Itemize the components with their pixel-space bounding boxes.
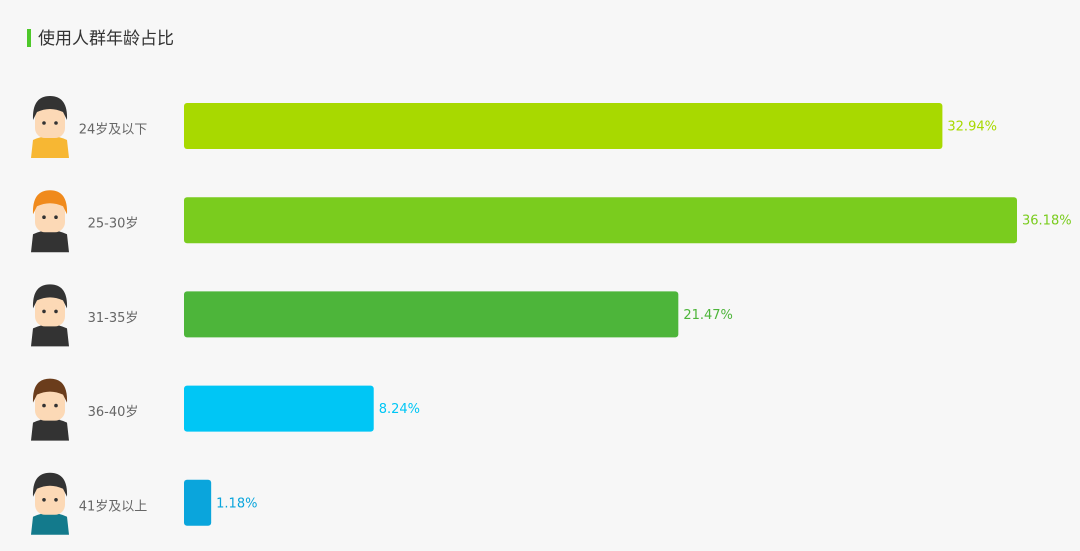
- avatar-eye: [42, 121, 46, 125]
- category-label: 31-35岁: [88, 311, 139, 326]
- avatar-body: [31, 418, 69, 441]
- avatar-eye: [54, 309, 58, 314]
- avatar-hair: [32, 284, 68, 309]
- avatar-eye: [54, 498, 58, 502]
- avatar-body: [31, 230, 69, 253]
- bar: [184, 197, 1017, 244]
- avatar-body: [31, 136, 69, 158]
- avatar-eye: [54, 403, 58, 408]
- avatar-eye: [42, 403, 46, 408]
- avatar-body: [31, 324, 69, 347]
- avatar: [31, 96, 69, 158]
- avatar-hair: [32, 472, 68, 497]
- value-label: 36.18%: [1022, 214, 1072, 229]
- category-label: 25-30岁: [88, 217, 139, 232]
- bar: [184, 103, 943, 149]
- bar: [184, 479, 212, 526]
- avatar-face: [35, 484, 65, 515]
- avatar-face: [35, 296, 65, 327]
- bar: [184, 291, 679, 338]
- avatar-eye: [42, 498, 46, 502]
- avatar-eye: [54, 121, 58, 125]
- value-label: 32.94%: [947, 120, 997, 135]
- avatar: [31, 190, 69, 253]
- title-accent: [27, 29, 31, 47]
- avatar: [31, 284, 69, 347]
- chart-title: 使用人群年龄占比: [38, 28, 174, 49]
- bar: [184, 385, 374, 432]
- avatar-body: [31, 512, 69, 535]
- category-label: 36-40岁: [88, 405, 139, 420]
- avatar-eye: [42, 215, 46, 219]
- avatar-eye: [54, 215, 58, 219]
- avatar-hair: [32, 96, 68, 120]
- avatar: [31, 472, 69, 535]
- avatar-hair: [32, 378, 68, 403]
- category-label: 41岁及以上: [79, 499, 148, 514]
- avatar-hair: [32, 190, 68, 215]
- avatar-eye: [42, 309, 46, 314]
- value-label: 21.47%: [683, 308, 733, 323]
- avatar: [31, 378, 69, 441]
- category-label: 24岁及以下: [79, 123, 148, 138]
- value-label: 8.24%: [379, 402, 420, 417]
- avatar-face: [35, 390, 65, 421]
- value-label: 1.18%: [216, 496, 257, 511]
- avatar-face: [35, 202, 65, 233]
- avatar-face: [35, 108, 65, 138]
